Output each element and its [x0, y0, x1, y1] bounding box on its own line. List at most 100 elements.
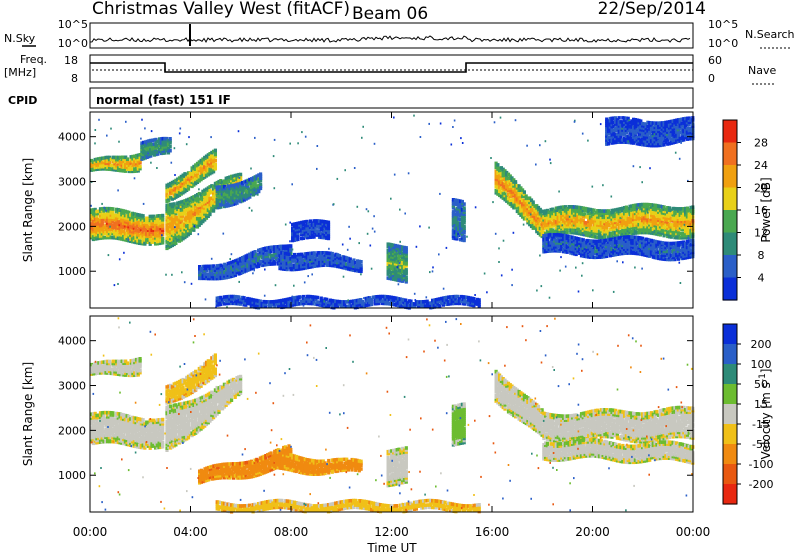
power-cell [154, 220, 158, 224]
power-cell [195, 168, 200, 172]
power-cell [114, 234, 119, 238]
power-cell [124, 169, 128, 173]
power-cell [253, 187, 257, 192]
power-cell [205, 276, 209, 281]
power-cell [147, 148, 151, 153]
power-cell [201, 268, 205, 273]
power-cell [172, 228, 176, 232]
power-cell [129, 237, 133, 241]
power-cell [167, 211, 171, 215]
power-cell [111, 163, 115, 168]
power-cell [239, 189, 243, 194]
power-cell [113, 157, 117, 162]
power-cell [190, 170, 194, 174]
power-cell [100, 207, 104, 211]
power-cell [215, 264, 220, 268]
power-cell [124, 163, 128, 167]
power-cell [136, 165, 140, 169]
power-cell [176, 238, 180, 242]
power-cell [106, 221, 110, 225]
power-cell [253, 179, 257, 183]
power-cell [222, 200, 227, 205]
power-cell [122, 221, 126, 225]
power-cell [123, 238, 127, 242]
power-cell [195, 207, 200, 211]
power-cell [165, 148, 169, 153]
power-cell [167, 237, 171, 241]
power-cell [185, 220, 189, 224]
power-cell [140, 141, 144, 145]
power-cell [212, 195, 216, 199]
power-cell [176, 177, 180, 182]
power-cell [204, 174, 209, 178]
power-cell [230, 180, 234, 185]
power-cell [150, 228, 154, 232]
power-cell [134, 212, 138, 217]
date-label: 22/Sep/2014 [598, 0, 706, 19]
power-cell [201, 176, 205, 180]
power-cell [228, 188, 232, 193]
power-cell [118, 214, 122, 219]
power-cell [131, 159, 135, 163]
power-cell [201, 199, 205, 204]
power-cell [165, 226, 169, 230]
power-cell [114, 221, 119, 226]
power-cell [212, 274, 216, 279]
power-cell [139, 215, 143, 220]
power-cell [99, 165, 103, 169]
power-echo-band [494, 161, 544, 239]
power-cell [179, 230, 183, 234]
power-cell [102, 209, 106, 213]
power-cell [95, 161, 99, 165]
power-cell [167, 184, 171, 189]
power-cell [161, 230, 165, 235]
power-cell [244, 191, 248, 195]
power-cell [127, 163, 131, 167]
power-cell [251, 184, 255, 189]
power-cell [122, 213, 126, 217]
power-cell [97, 209, 101, 214]
power-cell [169, 230, 173, 235]
power-cell [183, 227, 187, 232]
power-cell [165, 232, 169, 236]
power-cell [219, 267, 223, 272]
power-cell [199, 213, 203, 217]
power-cell [170, 208, 174, 213]
power-cell [106, 231, 110, 236]
power-cell [130, 235, 135, 240]
power-cell [206, 196, 210, 200]
power-cell [210, 264, 214, 268]
power-cell [158, 143, 162, 148]
nsearch-tick-bottom: 10^0 [708, 37, 738, 50]
power-cell [237, 184, 241, 188]
power-cell [170, 216, 174, 221]
power-cell [145, 139, 149, 144]
power-cell [201, 165, 205, 170]
power-cell [224, 180, 228, 185]
power-cell [136, 153, 140, 158]
power-cell [228, 199, 232, 203]
power-cell [145, 145, 149, 150]
power-cell [140, 157, 144, 161]
power-cell [208, 270, 212, 275]
power-cell [195, 211, 200, 215]
power-cell [201, 276, 205, 281]
power-cell [244, 181, 248, 186]
power-cell [210, 152, 214, 157]
power-cell [167, 227, 171, 231]
power-cell [186, 220, 191, 224]
power-cell [174, 209, 178, 214]
power-cell [129, 229, 133, 233]
power-cell [109, 227, 113, 232]
power-cell [159, 218, 163, 222]
power-cell [95, 209, 99, 214]
power-cell [155, 233, 159, 238]
beam-label: Beam 06 [352, 4, 428, 24]
power-cell [237, 174, 241, 179]
power-cell [241, 189, 245, 193]
power-cell [138, 235, 142, 239]
power-cell [154, 148, 158, 152]
power-cell [204, 166, 209, 170]
power-cell [134, 222, 138, 227]
power-cell [122, 211, 126, 215]
